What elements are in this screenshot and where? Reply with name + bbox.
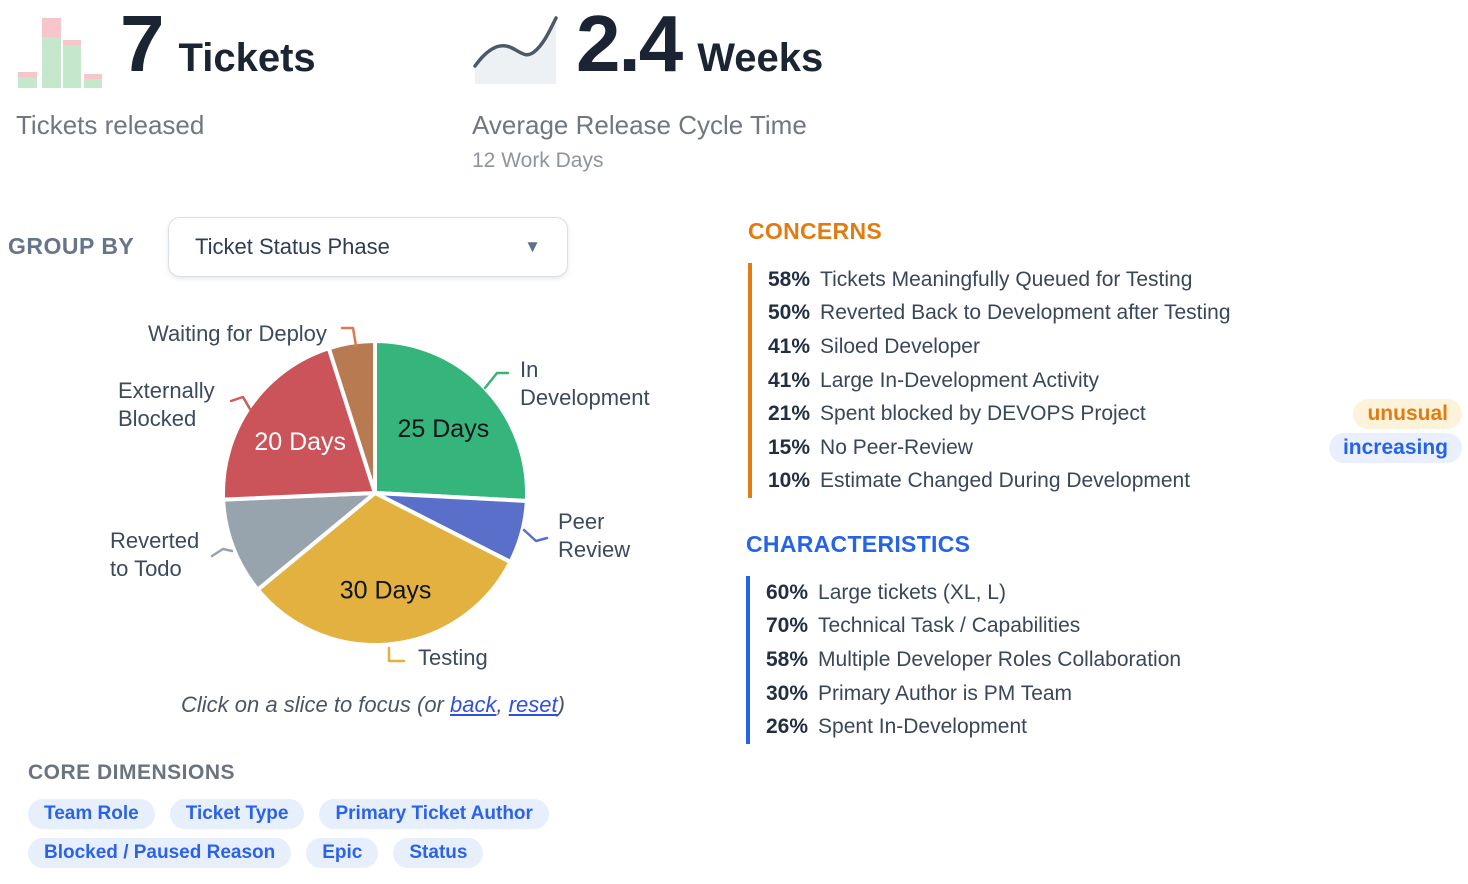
dimension-pill-blocked-paused-reason[interactable]: Blocked / Paused Reason (28, 838, 292, 868)
pie-connector-in-development (483, 371, 510, 390)
pie-label-reverted-to-todo: Reverted to Todo (110, 528, 200, 581)
concern-item: 10% Estimate Changed During Development (768, 465, 1462, 499)
concern-item-pct: 21% (768, 402, 811, 426)
concern-item-text: Large In-Development Activity (820, 368, 1099, 392)
status-badge-unusual: unusual (1353, 399, 1462, 430)
concern-item-pct: 41% (768, 334, 811, 358)
characteristic-item-pct: 26% (766, 715, 809, 739)
dimension-pill-primary-ticket-author[interactable]: Primary Ticket Author (319, 799, 549, 829)
concern-item-text: Reverted Back to Development after Testi… (820, 301, 1231, 325)
concern-item: 21% Spent blocked by DEVOPS Project unusua… (768, 397, 1462, 431)
dimension-pill-status[interactable]: Status (393, 838, 484, 868)
characteristic-item: 26% Spent In-Development (766, 710, 1460, 744)
group-by-label: GROUP BY (8, 233, 135, 259)
characteristics-section: CHARACTERISTICS 60% Large tickets (XL, L)… (746, 531, 1460, 744)
kpi-tickets-caption: Tickets released (16, 110, 205, 140)
concerns-section: CONCERNS 58% Tickets Meaningfully Queued … (748, 218, 1462, 499)
characteristics-list: 60% Large tickets (XL, L) 70% Technical Tas… (746, 576, 1460, 744)
dimension-pill-epic[interactable]: Epic (306, 838, 379, 868)
back-link[interactable]: back (450, 692, 497, 717)
concern-item: 58% Tickets Meaningfully Queued for Testi… (768, 263, 1462, 297)
pie-slice-value-testing: 30 Days (340, 577, 432, 605)
concern-item: 50% Reverted Back to Development after Te… (768, 297, 1462, 331)
reset-link[interactable]: reset (508, 692, 558, 717)
characteristics-title: CHARACTERISTICS (746, 531, 971, 557)
characteristic-item-pct: 30% (766, 681, 809, 705)
pill-row: Blocked / Paused Reason Epic Status (28, 838, 549, 868)
characteristic-item: 70% Technical Task / Capabilities (766, 610, 1460, 644)
characteristic-item: 58% Multiple Developer Roles Collaboratio… (766, 643, 1460, 677)
pie-connector-reverted-to-todo (210, 547, 234, 558)
bar-chart-icon (18, 18, 102, 88)
status-badge-increasing: increasing (1328, 432, 1462, 463)
concern-item-pct: 10% (768, 469, 811, 493)
pie-slice-testing[interactable] (255, 491, 513, 647)
kpi-cycle-time: 2.4 Weeks (576, 2, 823, 86)
characteristic-item-text: Large tickets (XL, L) (818, 580, 1006, 604)
group-by-dropdown[interactable]: Ticket Status Phase ▼ (168, 217, 568, 277)
kpi-tickets-value: 7 (120, 0, 164, 88)
concern-item-text: No Peer-Review (820, 435, 973, 459)
concern-item-text: Siloed Developer (820, 334, 980, 358)
pie-slice-reverted-to-todo[interactable] (221, 491, 377, 592)
concern-item-text: Estimate Changed During Development (820, 469, 1191, 493)
concern-item-pct: 58% (768, 267, 811, 291)
concern-item: 41% Large In-Development Activity (768, 364, 1462, 398)
caption-text-end: ) (557, 692, 565, 717)
kpi-cycle-caption: Average Release Cycle Time (472, 110, 807, 140)
characteristic-item-text: Spent In-Development (818, 715, 1027, 739)
caption-text: Click on a slice to focus (or (181, 692, 450, 717)
pie-instruction-caption: Click on a slice to focus (or back, rese… (178, 692, 568, 718)
pie-connector-waiting-for-deploy (340, 326, 358, 348)
kpi-tickets-unit: Tickets (178, 36, 316, 80)
pie-label-in-development: In Development (520, 357, 650, 410)
characteristic-item-pct: 70% (766, 614, 809, 638)
concern-item-pct: 15% (768, 435, 811, 459)
characteristic-item-text: Technical Task / Capabilities (818, 614, 1081, 638)
characteristic-item: 30% Primary Author is PM Team (766, 677, 1460, 711)
concern-item-pct: 50% (768, 301, 811, 325)
concern-item-text: Spent blocked by DEVOPS Project (820, 402, 1146, 426)
line-chart-icon (473, 16, 558, 84)
concerns-title: CONCERNS (748, 218, 883, 244)
ticket-status-pie-chart: 25 Days 30 Days 20 Days (210, 326, 549, 663)
chevron-down-icon: ▼ (524, 237, 541, 256)
characteristic-item-text: Multiple Developer Roles Collaboration (818, 647, 1182, 671)
pie-connector-externally-blocked (229, 395, 252, 411)
kpi-cycle-unit: Weeks (697, 36, 824, 80)
characteristic-item-pct: 60% (766, 580, 809, 604)
concern-item-pct: 41% (768, 368, 811, 392)
dimension-pill-team-role[interactable]: Team Role (28, 799, 155, 829)
pie-label-testing: Testing (418, 645, 488, 670)
kpi-tickets: 7 Tickets (120, 2, 316, 86)
dimension-pill-ticket-type[interactable]: Ticket Type (169, 799, 305, 829)
caption-separator: , (496, 692, 509, 717)
pie-slice-externally-blocked[interactable] (221, 346, 377, 502)
kpi-cycle-subcaption: 12 Work Days (472, 149, 604, 172)
characteristic-item-text: Primary Author is PM Team (818, 681, 1073, 705)
pie-label-waiting-for-deploy: Waiting for Deploy (148, 321, 327, 346)
pie-connector-peer-review (522, 528, 549, 543)
pill-row: Team Role Ticket Type Primary Ticket Autho… (28, 799, 549, 829)
concerns-list: 58% Tickets Meaningfully Queued for Testi… (748, 263, 1462, 499)
characteristic-item-pct: 58% (766, 647, 809, 671)
characteristic-item: 60% Large tickets (XL, L) (766, 576, 1460, 610)
pie-label-externally-blocked: Externally Blocked (118, 378, 215, 431)
pie-slice-value-in-development: 25 Days (397, 415, 489, 443)
concern-item: 41% Siloed Developer (768, 330, 1462, 364)
group-by-selected-option: Ticket Status Phase (195, 234, 390, 259)
core-dimensions-title: CORE DIMENSIONS (28, 761, 236, 784)
pie-label-peer-review: Peer Review (558, 509, 631, 562)
kpi-cycle-value: 2.4 (576, 0, 683, 88)
concern-item-text: Tickets Meaningfully Queued for Testing (820, 267, 1193, 291)
pie-connector-testing (387, 646, 406, 663)
pie-slice-value-externally-blocked: 20 Days (254, 428, 346, 456)
pie-slice-waiting-for-deploy[interactable] (326, 339, 377, 495)
concern-item: 15% No Peer-Review increasing (768, 431, 1462, 465)
core-dimensions-pills: Team Role Ticket Type Primary Ticket Autho… (28, 799, 549, 877)
